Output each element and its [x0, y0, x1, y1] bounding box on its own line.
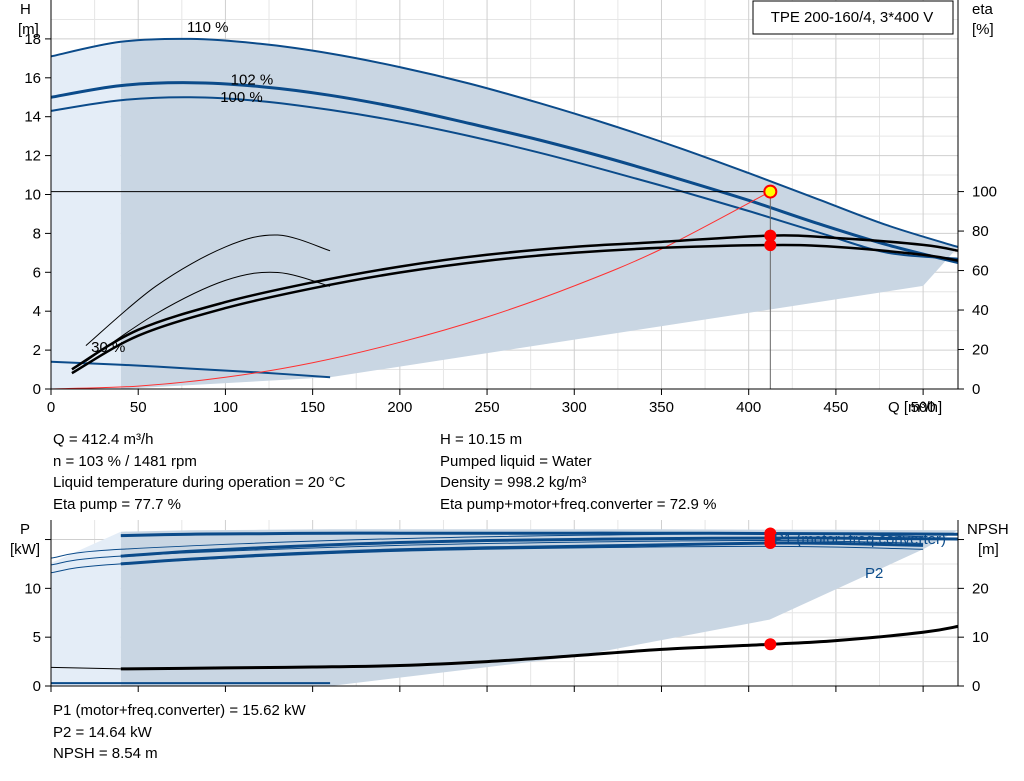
p2-readout: P2 = 14.64 kW	[53, 723, 152, 741]
power-region	[120, 529, 959, 686]
y-tick-label: 18	[24, 31, 41, 48]
operating-region	[120, 38, 959, 390]
y-right-tick-label: 20	[972, 580, 989, 597]
y-tick-label: 6	[33, 264, 41, 281]
y-tick-label: 2	[33, 342, 41, 359]
npsh-readout: NPSH = 8.54 m	[53, 745, 158, 762]
y-tick-label: 0	[33, 381, 41, 398]
efficiency-curve	[85, 234, 331, 346]
power-curve	[120, 541, 924, 566]
pump-model-label: TPE 200-160/4, 3*400 V	[771, 9, 934, 26]
x-tick-label: 350	[649, 399, 674, 416]
head-curve	[50, 96, 959, 260]
y-tick-label: 5	[33, 629, 41, 646]
y-tick-label: 14	[24, 109, 41, 126]
eta-total-point	[764, 239, 777, 252]
y-tick-label: 4	[33, 303, 41, 320]
y-tick-label: 10	[24, 580, 41, 597]
y-tick-label: 10	[24, 187, 41, 204]
info-top-left: Q = 412.4 m³/h n = 103 % / 1481 rpm Liqu…	[53, 429, 345, 515]
pumped-liquid-readout: Pumped liquid = Water	[440, 452, 592, 470]
y-right-tick-label: 20	[972, 342, 989, 359]
x-tick-label: 200	[387, 399, 412, 416]
y-axis-label: P	[20, 521, 30, 538]
x-tick-label: 150	[300, 399, 325, 416]
npsh-thin-curve	[50, 666, 121, 670]
p1-series-label: P1 (motor+freq.converter)	[774, 531, 946, 548]
efficiency-curve	[71, 243, 959, 375]
y-right-tick-label: 100	[972, 184, 997, 201]
eta-pump-point	[764, 229, 777, 242]
y-right-axis-unit: [m]	[978, 541, 999, 558]
y-axis-label: H	[20, 1, 31, 18]
y-right-axis-label: eta	[972, 1, 994, 18]
x-tick-label: 450	[823, 399, 848, 416]
x-tick-label: 50	[130, 399, 147, 416]
flow-readout: Q = 412.4 m³/h	[53, 431, 154, 448]
power-region-light	[51, 531, 121, 686]
y-axis-unit: [kW]	[10, 541, 40, 558]
x-tick-label: 300	[562, 399, 587, 416]
power-operating-point	[764, 537, 777, 550]
info-top-right: H = 10.15 m Pumped liquid = Water Densit…	[440, 429, 716, 515]
y-right-tick-label: 80	[972, 223, 989, 240]
y-axis-unit: [m]	[18, 21, 39, 38]
y-tick-label: 12	[24, 148, 41, 165]
info-bottom: P1 (motor+freq.converter) = 15.62 kW P2 …	[53, 700, 306, 765]
y-right-tick-label: 0	[972, 678, 980, 695]
power-curve	[120, 536, 959, 558]
curve-label: 30 %	[91, 339, 125, 356]
density-readout: Density = 998.2 kg/m³	[440, 474, 587, 491]
y-right-tick-label: 0	[972, 381, 980, 398]
head-curve	[50, 360, 331, 379]
head-curve	[50, 37, 959, 248]
x-tick-label: 100	[213, 399, 238, 416]
eta-pump-readout: Eta pump = 77.7 %	[53, 495, 181, 513]
x-tick-label: 500	[911, 399, 936, 416]
y-right-tick-label: 10	[972, 629, 989, 646]
operating-point	[763, 184, 778, 199]
y-right-axis-unit: [%]	[972, 21, 994, 38]
npsh-operating-point	[764, 638, 777, 651]
liquid-temp-readout: Liquid temperature during operation = 20…	[53, 474, 346, 491]
npsh-curve	[120, 624, 959, 671]
y-tick-label: 8	[33, 225, 41, 242]
p2-series-label: P2	[865, 565, 883, 582]
y-tick-label: 0	[33, 678, 41, 695]
head-readout: H = 10.15 m	[440, 431, 523, 448]
model-box	[752, 0, 954, 35]
y-right-axis-label: NPSH	[967, 521, 1009, 538]
curve-label: 110 %	[187, 19, 228, 36]
power-curve	[120, 531, 959, 538]
system-curve	[50, 191, 771, 390]
efficiency-curve	[71, 234, 959, 371]
speed-readout: n = 103 % / 1481 rpm	[53, 452, 197, 470]
efficiency-curve	[85, 271, 331, 362]
eta-total-readout: Eta pump+motor+freq.converter = 72.9 %	[440, 495, 717, 513]
y-right-tick-label: 60	[972, 263, 989, 280]
x-tick-label: 250	[475, 399, 500, 416]
head-curve	[50, 81, 959, 265]
y-right-tick-label: 40	[972, 302, 989, 319]
operating-region-light	[51, 42, 121, 390]
p1-readout: P1 (motor+freq.converter) = 15.62 kW	[53, 702, 306, 719]
x-tick-label: 400	[736, 399, 761, 416]
x-tick-label: 0	[47, 399, 55, 416]
curve-label: 102 %	[231, 72, 274, 89]
power-npsh-chart: P1 (motor+freq.converter) P2 0 5 10 0 10 20 P [kW…	[10, 520, 1009, 695]
x-axis-label: Q [m³/h]	[888, 399, 942, 416]
curve-label: 100 %	[220, 89, 263, 106]
y-tick-label: 16	[24, 70, 41, 87]
head-efficiency-chart: 110 %102 %100 %30 %0 50 100 150 200 250 300 350…	[18, 0, 997, 416]
